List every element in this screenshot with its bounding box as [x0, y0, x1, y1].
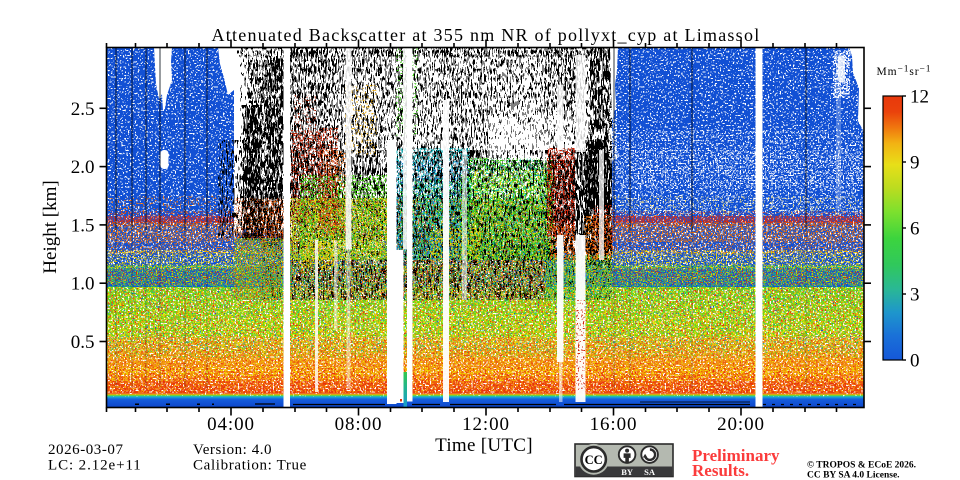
svg-text:Version: 4.0: Version: 4.0 — [193, 442, 272, 458]
svg-text:2.0: 2.0 — [71, 157, 95, 178]
svg-text:12:00: 12:00 — [462, 414, 510, 435]
svg-text:04:00: 04:00 — [207, 414, 255, 435]
svg-text:CC: CC — [585, 453, 603, 467]
svg-text:© TROPOS & ECoE 2026.: © TROPOS & ECoE 2026. — [807, 460, 916, 471]
svg-text:9: 9 — [910, 153, 920, 174]
svg-text:BY: BY — [621, 467, 633, 477]
svg-text:6: 6 — [910, 219, 920, 240]
svg-text:0: 0 — [910, 351, 920, 372]
svg-text:20:00: 20:00 — [717, 414, 765, 435]
svg-text:16:00: 16:00 — [590, 414, 638, 435]
svg-text:1.5: 1.5 — [71, 215, 95, 236]
svg-text:Results.: Results. — [692, 461, 749, 480]
svg-text:Height [km]: Height [km] — [40, 180, 61, 273]
svg-text:Mm−1sr−1: Mm−1sr−1 — [877, 65, 932, 79]
svg-text:SA: SA — [644, 467, 656, 477]
svg-text:LC: 2.12e+11: LC: 2.12e+11 — [48, 458, 142, 474]
svg-text:Attenuated Backscatter at 355: Attenuated Backscatter at 355 nm NR of p… — [212, 25, 761, 45]
svg-text:Calibration: True: Calibration: True — [193, 458, 307, 474]
svg-text:Time [UTC]: Time [UTC] — [435, 435, 533, 456]
svg-text:2026-03-07: 2026-03-07 — [48, 442, 124, 458]
svg-text:3: 3 — [910, 285, 920, 306]
svg-text:Preliminary: Preliminary — [692, 446, 780, 465]
svg-text:2.5: 2.5 — [71, 99, 95, 120]
svg-text:1.0: 1.0 — [71, 274, 95, 295]
svg-text:CC BY SA 4.0 License.: CC BY SA 4.0 License. — [807, 471, 900, 480]
svg-text:0.5: 0.5 — [71, 332, 95, 353]
svg-text:08:00: 08:00 — [335, 414, 383, 435]
svg-text:12: 12 — [910, 87, 929, 108]
